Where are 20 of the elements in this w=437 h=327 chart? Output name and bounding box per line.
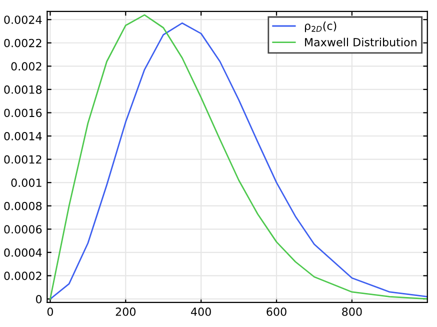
x-tick-label: 400: [191, 308, 211, 316]
y-tick-label: 0.0012: [4, 155, 42, 164]
y-tick-label: 0.001: [11, 178, 42, 187]
legend-label: Maxwell Distribution: [305, 38, 416, 46]
x-tick-label: 200: [116, 308, 136, 316]
y-tick-label: 0.0002: [4, 272, 42, 280]
y-tick-label: 0.0006: [4, 225, 42, 234]
y-tick-label: 0.002: [11, 62, 42, 71]
x-tick-label: 800: [342, 308, 362, 316]
y-tick-label: 0: [36, 294, 42, 304]
x-tick-label: 600: [266, 308, 286, 316]
legend-label: ρ$_{2D}$(c): [304, 21, 336, 32]
y-tick-label: 0.0004: [4, 248, 42, 257]
x-tick-label: 0: [47, 308, 54, 316]
y-tick-label: 0.0022: [4, 38, 42, 48]
y-tick-label: 0.0024: [4, 16, 42, 24]
y-tick-label: 0.0014: [4, 132, 42, 140]
y-tick-label: 0.0016: [4, 108, 42, 118]
y-tick-label: 0.0018: [4, 85, 42, 94]
y-tick-label: 0.0008: [4, 202, 42, 210]
